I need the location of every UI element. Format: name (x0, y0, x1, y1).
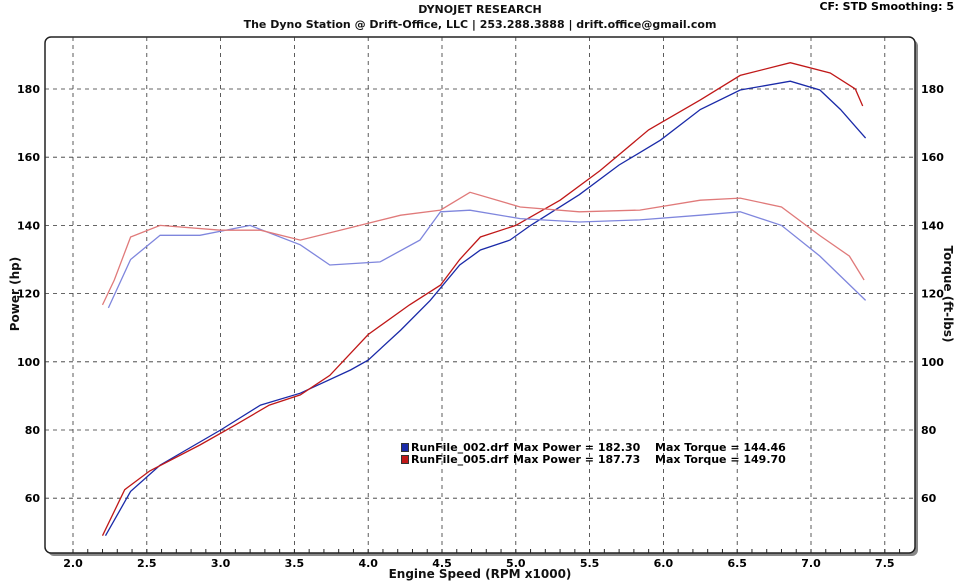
y-tick-label-left: 80 (25, 424, 41, 437)
legend-max-torque: Max Torque = 144.46 (655, 441, 786, 454)
plot-frame (44, 36, 916, 554)
y-tick-label-right: 140 (921, 219, 944, 232)
correction-factor-label: CF: STD Smoothing: 5 (819, 0, 954, 13)
legend-entry-run-005: RunFile_005.drf Max Power = 187.73 Max Tor… (401, 454, 786, 466)
y-tick-label-left: 100 (17, 356, 40, 369)
y-tick-label-left: 140 (17, 219, 40, 232)
legend-max-power: Max Power = 182.30 (513, 441, 641, 454)
x-tick-label: 6.5 (727, 557, 747, 570)
x-tick-label: 3.0 (211, 557, 231, 570)
y-tick-label-left: 160 (17, 151, 40, 164)
legend-max-torque: Max Torque = 149.70 (655, 453, 786, 466)
y-axis-title-right: Torque (ft-lbs) (941, 245, 955, 343)
chart-title: DYNOJET RESEARCH (418, 3, 542, 16)
legend-file: RunFile_002.drf (411, 441, 509, 454)
legend-entry-run-002: RunFile_002.drf Max Power = 182.30 Max Tor… (401, 442, 786, 454)
x-tick-label: 5.5 (580, 557, 600, 570)
y-axis-title-left: Power (hp) (8, 256, 22, 332)
series-line-1 (101, 62, 864, 536)
x-tick-label: 7.0 (801, 557, 821, 570)
series-line-2 (107, 209, 867, 309)
legend-swatch (401, 443, 409, 452)
y-tick-label-right: 120 (921, 288, 944, 301)
x-tick-label: 6.0 (654, 557, 674, 570)
y-tick-label-right: 100 (921, 356, 944, 369)
y-tick-label-left: 180 (17, 83, 40, 96)
x-tick-label: 3.5 (285, 557, 305, 570)
series-line-3 (101, 191, 865, 306)
legend-max-power: Max Power = 187.73 (513, 453, 641, 466)
chart-subtitle: The Dyno Station @ Drift-Office, LLC | 2… (243, 18, 717, 31)
x-tick-label: 4.5 (432, 557, 452, 570)
x-tick-label: 7.5 (875, 557, 895, 570)
y-tick-label-right: 180 (921, 83, 944, 96)
x-tick-label: 4.0 (358, 557, 378, 570)
x-tick-label: 2.0 (63, 557, 83, 570)
x-tick-label: 2.5 (137, 557, 157, 570)
x-tick-label: 5.0 (506, 557, 526, 570)
legend-file: RunFile_005.drf (411, 453, 509, 466)
y-tick-label-right: 160 (921, 151, 944, 164)
y-tick-label-left: 120 (17, 288, 40, 301)
y-tick-label-right: 80 (921, 424, 937, 437)
y-tick-label-right: 60 (921, 492, 937, 505)
legend-swatch (401, 455, 409, 464)
x-axis-title: Engine Speed (RPM x1000) (388, 567, 572, 581)
series-line-0 (104, 80, 867, 537)
y-tick-label-left: 60 (25, 492, 41, 505)
